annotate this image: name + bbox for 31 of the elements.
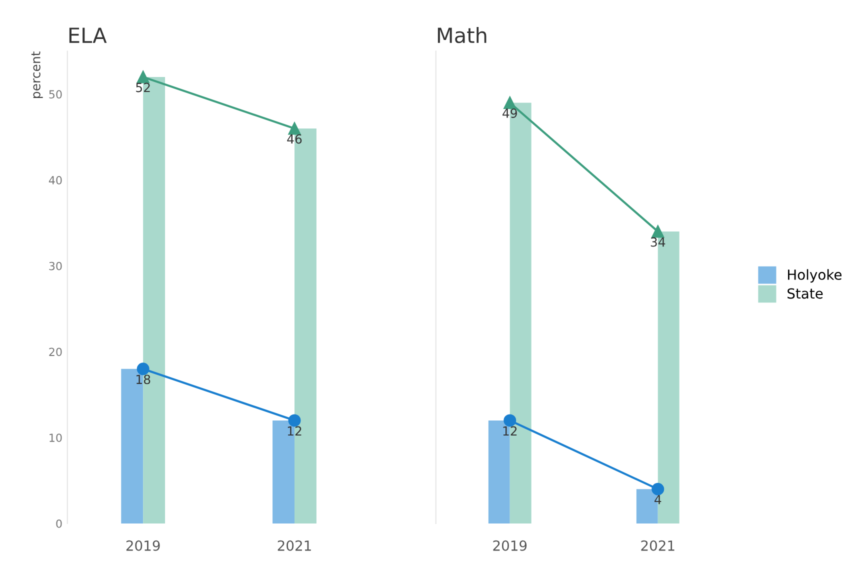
y-tick-label: 50 — [49, 90, 62, 99]
point — [136, 70, 150, 84]
x-tick-label: 2021 — [278, 540, 311, 551]
data-label: 12 — [503, 426, 517, 436]
point — [136, 362, 150, 376]
data-label: 34 — [650, 237, 666, 247]
point — [652, 482, 664, 496]
point — [288, 122, 301, 135]
legend-label: State — [788, 288, 823, 299]
data-label: 46 — [287, 134, 302, 144]
data-label: 4 — [654, 495, 662, 504]
data-label: 12 — [288, 426, 302, 436]
y-tick-label: 20 — [49, 348, 62, 356]
point — [288, 414, 301, 427]
data-label: 49 — [502, 108, 517, 118]
y-tick-label: 40 — [48, 176, 62, 184]
legend-label: Holyoke — [788, 269, 842, 283]
x-tick-label: 2019 — [126, 540, 160, 551]
data-label: 52 — [136, 82, 150, 92]
point — [652, 225, 664, 238]
y-tick-label: 10 — [50, 434, 62, 442]
chart-title: ELA — [69, 28, 107, 43]
x-tick-label: 2021 — [641, 540, 674, 551]
x-tick-label: 2019 — [493, 540, 527, 551]
point — [504, 96, 516, 109]
data-label: 18 — [136, 374, 150, 384]
chart-title: Math — [438, 27, 486, 44]
point — [504, 414, 516, 427]
y-axis-title: percent — [31, 52, 43, 98]
y-tick-label: 30 — [49, 262, 62, 270]
y-tick-label: 0 — [56, 519, 62, 528]
